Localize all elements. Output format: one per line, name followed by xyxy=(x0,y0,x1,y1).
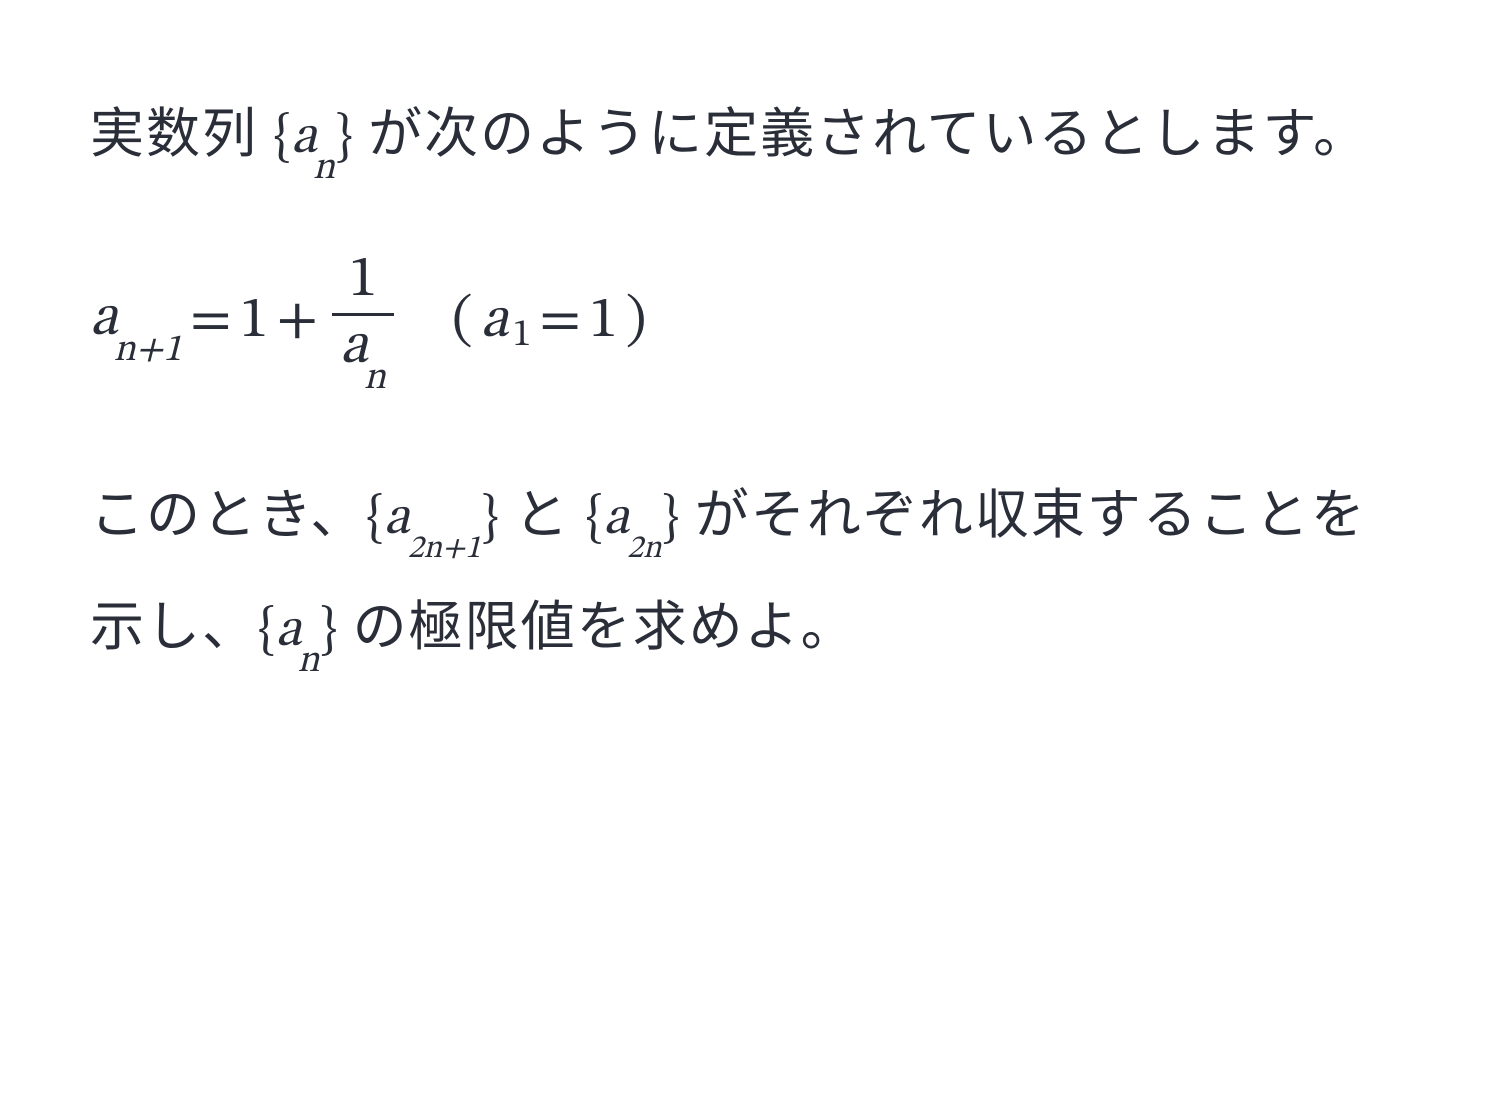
equals: = xyxy=(190,285,232,358)
brace-open: { xyxy=(366,492,384,546)
question-paragraph: このとき、{a2n+1} と {a2n} がそれぞれ収束することを示し、{an}… xyxy=(90,461,1410,686)
den-sub: n xyxy=(364,360,386,398)
brace-open: { xyxy=(274,111,292,165)
seq-a2n1: {a2n+1} xyxy=(366,492,498,546)
ic-var: a xyxy=(481,285,509,358)
ic-val: 1 xyxy=(589,285,618,358)
sub-2n1: 2n+1 xyxy=(408,533,481,565)
brace-close: } xyxy=(319,604,337,658)
var-a: a xyxy=(384,492,410,546)
fraction: 1 an xyxy=(332,249,394,387)
one: 1 xyxy=(240,285,269,358)
paren-close: ) xyxy=(626,285,647,358)
sub-n2: n xyxy=(298,643,320,681)
p2-t1: このとき、 xyxy=(90,485,366,545)
brace-close: } xyxy=(481,492,499,546)
plus: + xyxy=(276,285,318,358)
ic-eq: = xyxy=(539,285,581,358)
p2-t4: の極限値を求めよ。 xyxy=(337,597,857,657)
brace-open: { xyxy=(258,604,276,658)
p1-prefix: 実数列 xyxy=(90,104,274,164)
p1-suffix: が次のように定義されているとします。 xyxy=(353,104,1369,164)
sub-2n: 2n xyxy=(627,533,661,565)
paren-open: ( xyxy=(452,285,473,358)
brace-close: } xyxy=(662,492,680,546)
ic-sub: 1 xyxy=(512,312,531,360)
intro-paragraph: 実数列 {an} が次のように定義されているとします。 xyxy=(90,80,1410,193)
lhs-sub: n+1 xyxy=(114,332,182,370)
brace-open: { xyxy=(586,492,604,546)
brace-close: } xyxy=(335,111,353,165)
seq-an: {an} xyxy=(274,111,353,165)
p2-t2: と xyxy=(499,485,586,545)
lhs: an+1 xyxy=(90,283,182,362)
frac-num: 1 xyxy=(341,249,386,313)
seq-an2: {an} xyxy=(258,604,337,658)
sub-n: n xyxy=(313,150,335,188)
frac-den: an xyxy=(332,316,394,387)
recurrence-formula: an+1 = 1 + 1 an ( a1 = 1 ) xyxy=(90,253,1410,391)
var-a: a xyxy=(603,492,629,546)
seq-a2n: {a2n} xyxy=(586,492,680,546)
